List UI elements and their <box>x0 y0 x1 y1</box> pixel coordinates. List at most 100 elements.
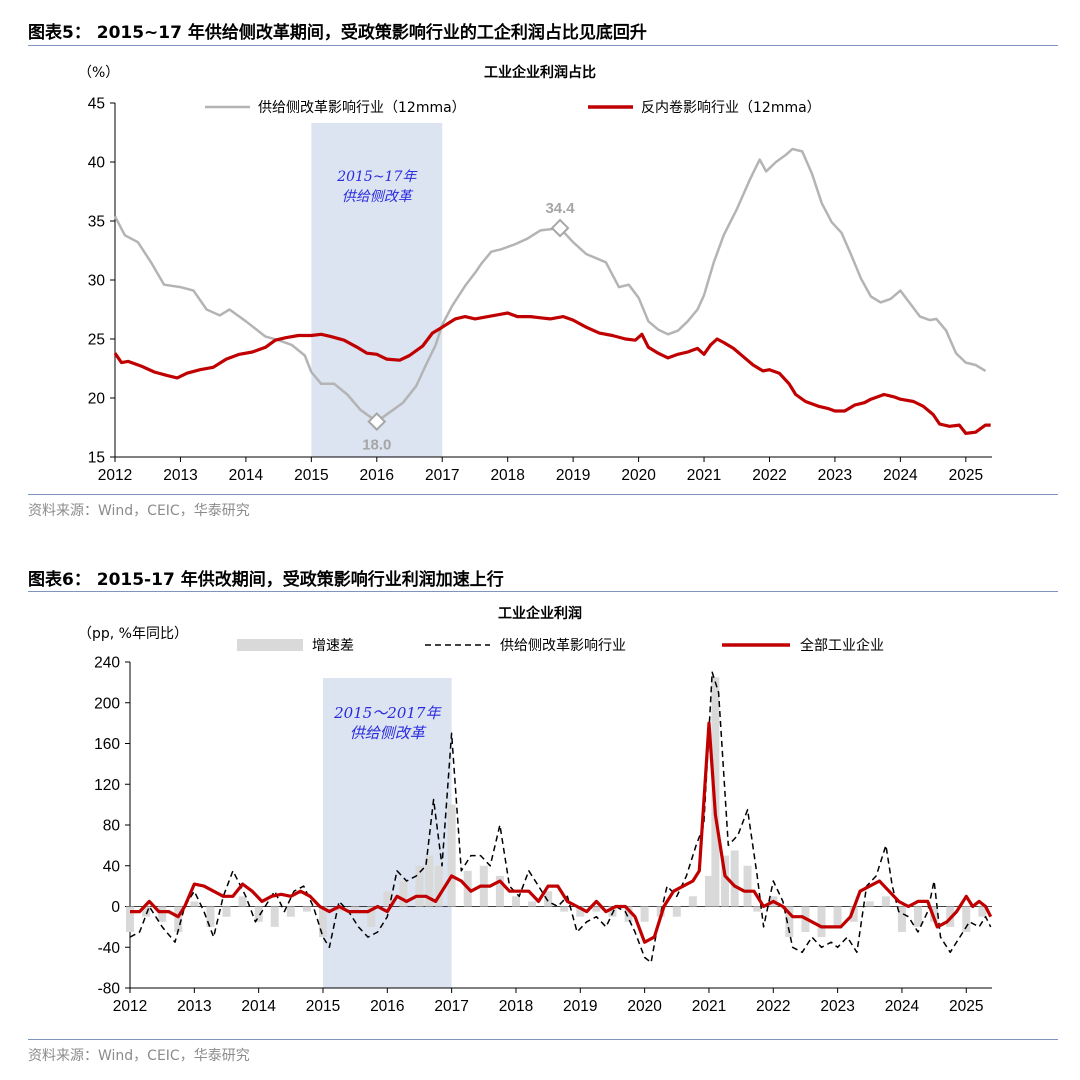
chart1-y-tick-label: 15 <box>88 450 105 467</box>
chart2-series-line-1 <box>130 721 993 944</box>
chart2-x-tick-label: 2016 <box>370 998 404 1015</box>
chart1-x-tick-label: 2013 <box>163 467 197 484</box>
chart2-y-tick-label: 160 <box>94 736 120 753</box>
chart2-x-tick-label: 2021 <box>692 998 726 1015</box>
chart2-bar <box>672 906 681 917</box>
chart1-annotation-label: 34.4 <box>545 200 575 217</box>
chart2-bar <box>142 906 151 917</box>
chart1-y-tick-label: 25 <box>88 332 105 349</box>
chart2-band-label-line2: 供给侧改革 <box>350 724 427 742</box>
chart2-bar <box>415 865 424 907</box>
chart2-bar <box>174 906 183 932</box>
chart1-band-group <box>311 123 443 457</box>
chart2-bar <box>881 896 890 907</box>
chart2-bar <box>126 906 134 932</box>
chart2-x-tick-label: 2020 <box>627 998 662 1015</box>
chart2-y-tick-label: 200 <box>94 695 120 712</box>
chart2-bar <box>222 906 231 917</box>
chart1-x-tick-label: 2015 <box>294 467 328 484</box>
chart1-band-label-line2: 供给侧改革 <box>342 189 414 205</box>
legend-growth-diff-label: 增速差 <box>312 638 354 654</box>
chart2-bar <box>753 906 762 912</box>
chart2-x-tick-label: 2015 <box>306 998 340 1015</box>
chart1-title: 工业企业利润占比 <box>484 64 596 81</box>
chart2-axes: -80 -40 0 40 80 120 160 200 240 2012 2013 2014 2015 2… <box>94 655 992 1015</box>
chart2-bar <box>383 891 392 907</box>
chart2-bar <box>495 875 504 907</box>
legend-bar-swatch <box>237 639 303 651</box>
chart1-y-tick-label: 40 <box>88 155 106 172</box>
chart1-series-line-1 <box>113 311 991 435</box>
chart2-bar <box>447 804 456 907</box>
legend-supply-side-industry-label: 供给侧改革影响行业 <box>500 638 626 654</box>
chart2-bar <box>730 850 739 907</box>
chart2-bar <box>367 906 376 927</box>
chart2-bar <box>640 906 649 922</box>
chart2-bar <box>351 906 360 912</box>
chart1-series-line-0 <box>113 147 987 423</box>
chart1-x-tick-label: 2020 <box>621 467 656 484</box>
chart2-x-tick-label: 2012 <box>113 998 147 1015</box>
chart2-bar <box>704 875 713 907</box>
chart1-ylabel: （%） <box>78 65 119 81</box>
chart1-x-tick-label: 2019 <box>556 467 590 484</box>
figure5-source: 资料来源：Wind，CEIC，华泰研究 <box>28 503 250 519</box>
chart2-x-tick-label: 2025 <box>949 998 983 1015</box>
chart2-x-tick-label: 2022 <box>756 998 790 1015</box>
chart1-annotation-marker <box>550 218 570 238</box>
chart1-band-label-line1: 2015~17年 <box>336 169 418 185</box>
chart1-series <box>113 147 991 435</box>
chart2-y-tick-label: 80 <box>103 818 121 835</box>
chart2-bar <box>914 906 923 927</box>
chart2-bar <box>528 901 537 907</box>
figure6-heading: 图表6： 2015-17 年供改期间，受政策影响行业利润加速上行 <box>28 570 504 590</box>
chart2-band-label-line1: 2015～2017年 <box>333 704 442 722</box>
chart1-y-tick-label: 30 <box>88 273 106 290</box>
chart1-x-tick-label: 2023 <box>818 467 852 484</box>
chart2-title: 工业企业利润 <box>498 605 582 622</box>
chart2-bar <box>849 906 858 922</box>
chart1-annotation-marker <box>367 412 387 432</box>
chart2-bar <box>158 906 167 922</box>
chart2-bar <box>624 906 633 922</box>
chart2-bar <box>743 865 752 907</box>
chart2-y-tick-label: 0 <box>111 899 120 916</box>
chart2-y-tick-label: 40 <box>103 858 121 875</box>
legend-supply-side-label: 供给侧改革影响行业（12mma） <box>258 100 466 116</box>
chart2-x-tick-label: 2024 <box>885 998 920 1015</box>
chart2-bar <box>399 881 408 907</box>
chart2-bar <box>962 906 971 932</box>
chart2-y-tick-label: 120 <box>94 777 120 794</box>
chart1-y-tick-label: 45 <box>88 96 105 113</box>
chart1-x-tick-label: 2025 <box>949 467 983 484</box>
chart2-bar <box>302 906 311 912</box>
chart1-x-tick-label: 2024 <box>883 467 918 484</box>
chart2-series <box>129 671 993 964</box>
chart2-bar <box>190 901 199 907</box>
chart2-bar <box>592 906 601 912</box>
chart2-x-tick-label: 2013 <box>177 998 211 1015</box>
chart2-ylabel: （pp, %年同比） <box>78 626 188 642</box>
chart1-x-tick-label: 2021 <box>687 467 721 484</box>
chart1-x-tick-label: 2017 <box>425 467 459 484</box>
chart2-bar <box>721 855 730 907</box>
chart1-y-tick-label: 35 <box>88 214 105 231</box>
chart1-annotation-label: 18.0 <box>362 437 391 454</box>
chart2-legend: 增速差 供给侧改革影响行业 全部工业企业 <box>237 637 884 654</box>
chart2-bar <box>286 906 295 917</box>
chart1-x-tick-label: 2014 <box>229 467 264 484</box>
chart2-bar <box>511 896 520 907</box>
chart2-y-tick-label: -80 <box>98 981 121 998</box>
chart2-bar <box>560 906 569 912</box>
chart1-x-tick-label: 2022 <box>752 467 786 484</box>
figure5-heading: 图表5： 2015~17 年供给侧改革期间，受政策影响行业的工企利润占比见底回升 <box>28 23 647 43</box>
chart2-x-tick-label: 2019 <box>563 998 597 1015</box>
chart2-x-tick-label: 2017 <box>434 998 468 1015</box>
chart1-x-tick-label: 2012 <box>98 467 132 484</box>
legend-all-industrial-label: 全部工业企业 <box>800 637 884 654</box>
chart1-shaded-band <box>311 123 443 457</box>
